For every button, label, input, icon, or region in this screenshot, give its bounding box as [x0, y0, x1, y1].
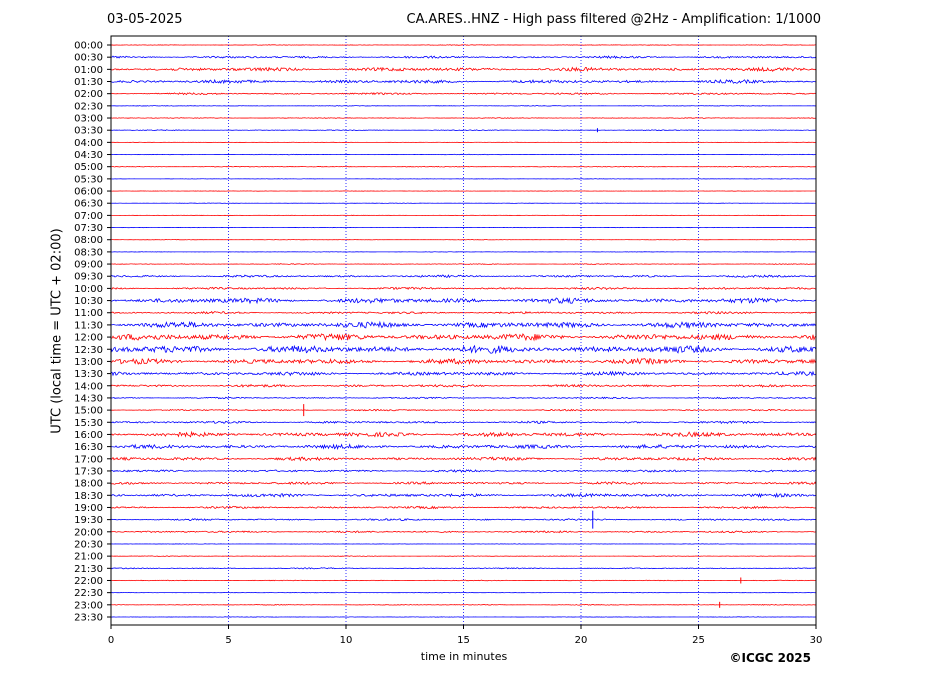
trace-1230 [110, 344, 817, 355]
row-label: 04:30 [74, 150, 103, 161]
trace-1530 [110, 420, 817, 425]
trace-0500 [110, 165, 817, 168]
trace-2130 [110, 567, 817, 570]
row-label: 11:30 [74, 320, 103, 331]
trace-1330 [110, 370, 817, 377]
x-tick-label: 0 [108, 635, 114, 646]
row-label: 20:30 [74, 539, 103, 550]
trace-2100 [110, 555, 816, 557]
x-axis-label: time in minutes [420, 650, 508, 663]
row-label: 22:00 [74, 576, 103, 587]
row-label: 15:30 [74, 418, 103, 429]
trace-1400 [110, 383, 817, 388]
row-label: 23:00 [74, 600, 103, 611]
row-label: 01:30 [74, 77, 103, 88]
x-axis-ticks: 0 5 10 15 20 25 30 [108, 625, 823, 646]
row-label: 10:00 [74, 284, 103, 295]
trace-1430 [110, 396, 817, 400]
row-label: 16:00 [74, 430, 103, 441]
row-label: 09:00 [74, 260, 103, 271]
row-label: 08:30 [74, 247, 103, 258]
trace-0430 [110, 153, 817, 156]
row-label: 07:00 [74, 211, 103, 222]
row-label: 03:00 [74, 114, 103, 125]
row-label: 06:30 [74, 199, 103, 210]
row-label: 06:00 [74, 187, 103, 198]
trace-1630 [110, 443, 817, 451]
trace-1500 [110, 408, 817, 412]
row-label: 12:30 [74, 345, 103, 356]
row-label: 09:30 [74, 272, 103, 283]
row-label: 11:00 [74, 308, 103, 319]
row-label: 13:00 [74, 357, 103, 368]
trace-2300 [110, 604, 817, 606]
x-tick-label: 25 [692, 635, 705, 646]
trace-0330 [110, 129, 817, 131]
row-label: 21:00 [74, 552, 103, 563]
row-label: 21:30 [74, 564, 103, 575]
y-axis-label: UTC (local time = UTC + 02:00) [49, 228, 65, 434]
copyright-label: ©ICGC 2025 [729, 651, 811, 665]
x-tick-label: 5 [225, 635, 231, 646]
row-label: 10:30 [74, 296, 103, 307]
row-label: 15:00 [74, 406, 103, 417]
row-label: 17:30 [74, 466, 103, 477]
row-label: 13:30 [74, 369, 103, 380]
row-label: 00:30 [74, 53, 103, 64]
row-label: 05:30 [74, 174, 103, 185]
row-label: 03:30 [74, 126, 103, 137]
row-label: 19:00 [74, 503, 103, 514]
row-label: 17:00 [74, 454, 103, 465]
x-tick-label: 20 [575, 635, 588, 646]
date-label: 03-05-2025 [107, 12, 183, 27]
row-label: 12:00 [74, 333, 103, 344]
row-label: 02:30 [74, 101, 103, 112]
row-label: 22:30 [74, 588, 103, 599]
row-label: 14:30 [74, 393, 103, 404]
row-label: 20:00 [74, 527, 103, 538]
chart-title: CA.ARES..HNZ - High pass filtered @2Hz -… [406, 12, 821, 27]
row-label: 01:00 [74, 65, 103, 76]
plot-frame [110, 35, 817, 626]
row-label: 18:30 [74, 491, 103, 502]
row-label: 00:00 [74, 41, 103, 52]
row-label: 16:30 [74, 442, 103, 453]
row-label: 04:00 [74, 138, 103, 149]
row-label: 07:30 [74, 223, 103, 234]
x-tick-label: 10 [340, 635, 353, 646]
row-label: 23:30 [74, 612, 103, 623]
trace-1600 [110, 430, 817, 438]
vertical-gridlines [228, 36, 699, 625]
x-tick-label: 30 [810, 635, 823, 646]
row-label: 05:00 [74, 162, 103, 173]
x-tick-label: 15 [457, 635, 470, 646]
row-label: 08:00 [74, 235, 103, 246]
row-label: 02:00 [74, 89, 103, 100]
trace-2200 [110, 579, 817, 582]
row-label: 19:30 [74, 515, 103, 526]
row-label: 18:00 [74, 479, 103, 490]
row-label: 14:00 [74, 381, 103, 392]
